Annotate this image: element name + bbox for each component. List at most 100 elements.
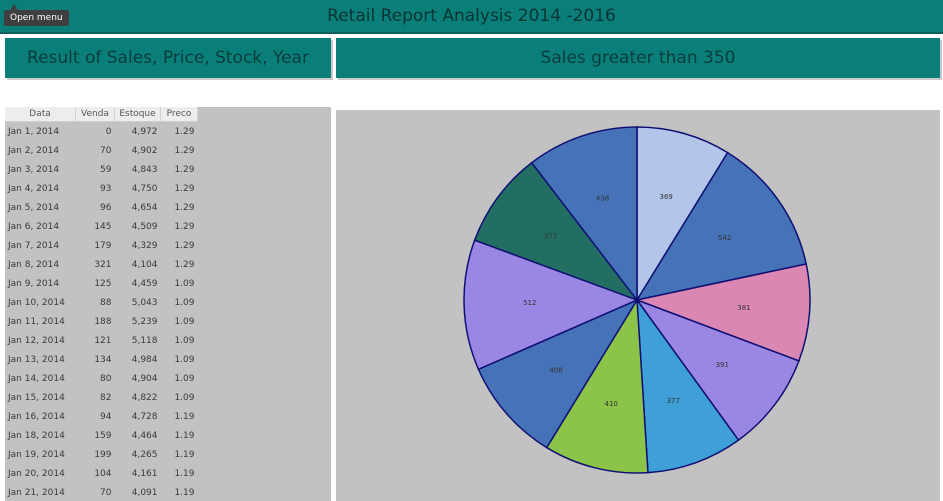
pie-chart-panel: 369 542 381 391 377 410 408 512 377 438 bbox=[336, 110, 940, 501]
cell-preco: 1.09 bbox=[174, 392, 195, 403]
column-header-estoque[interactable]: Estoque bbox=[114, 107, 161, 122]
cell-data: Jan 4, 2014 bbox=[8, 183, 60, 194]
cell-preco: 1.09 bbox=[174, 297, 195, 308]
column-header-venda[interactable]: Venda bbox=[75, 107, 115, 122]
cell-preco: 1.09 bbox=[174, 278, 195, 289]
cell-preco: 1.09 bbox=[174, 316, 195, 327]
cell-estoque: 4,728 bbox=[131, 411, 158, 422]
pie-slice-label: 542 bbox=[718, 234, 731, 242]
pie-slice-label: 391 bbox=[716, 361, 729, 369]
cell-estoque: 5,118 bbox=[131, 335, 158, 346]
cell-estoque: 4,904 bbox=[131, 373, 158, 384]
pie-slice[interactable] bbox=[635, 151, 808, 302]
cell-data: Jan 19, 2014 bbox=[8, 449, 65, 460]
cell-estoque: 4,972 bbox=[131, 126, 158, 137]
pie-slice-label: 438 bbox=[596, 194, 609, 202]
cell-data: Jan 7, 2014 bbox=[8, 240, 60, 251]
cell-venda: 70 bbox=[100, 145, 112, 156]
cell-venda: 145 bbox=[94, 221, 112, 232]
cell-data: Jan 2, 2014 bbox=[8, 145, 60, 156]
cell-venda: 134 bbox=[94, 354, 112, 365]
pie-chart: 369 542 381 391 377 410 408 512 377 438 bbox=[463, 126, 811, 474]
table-row[interactable]: Jan 9, 2014 125 4,459 1.09 bbox=[5, 274, 198, 293]
cell-data: Jan 21, 2014 bbox=[8, 487, 65, 498]
cell-preco: 1.19 bbox=[174, 430, 195, 441]
cell-estoque: 4,104 bbox=[131, 259, 158, 270]
pie-slice-label: 408 bbox=[549, 366, 562, 374]
table-row[interactable]: Jan 5, 2014 96 4,654 1.29 bbox=[5, 198, 198, 217]
cell-venda: 104 bbox=[94, 468, 112, 479]
cell-data: Jan 9, 2014 bbox=[8, 278, 60, 289]
column-header-data[interactable]: Data bbox=[5, 107, 76, 122]
pie-slice-label: 377 bbox=[667, 397, 680, 405]
open-menu-button[interactable]: Open menu bbox=[4, 10, 69, 26]
pie-slice[interactable] bbox=[634, 298, 800, 442]
cell-estoque: 4,459 bbox=[131, 278, 158, 289]
right-panel-title: Sales greater than 350 bbox=[336, 38, 940, 78]
cell-data: Jan 13, 2014 bbox=[8, 354, 65, 365]
cell-venda: 121 bbox=[94, 335, 112, 346]
table-row[interactable]: Jan 2, 2014 70 4,902 1.29 bbox=[5, 141, 198, 160]
cell-preco: 1.09 bbox=[174, 373, 195, 384]
cell-data: Jan 3, 2014 bbox=[8, 164, 60, 175]
table-row[interactable]: Jan 7, 2014 179 4,329 1.29 bbox=[5, 236, 198, 255]
table-row[interactable]: Jan 3, 2014 59 4,843 1.29 bbox=[5, 160, 198, 179]
cell-preco: 1.09 bbox=[174, 335, 195, 346]
table-row[interactable]: Jan 14, 2014 80 4,904 1.09 bbox=[5, 369, 198, 388]
cell-data: Jan 12, 2014 bbox=[8, 335, 65, 346]
cell-estoque: 4,091 bbox=[131, 487, 158, 498]
cell-estoque: 4,161 bbox=[131, 468, 158, 479]
pie-slice[interactable] bbox=[530, 126, 638, 303]
cell-venda: 94 bbox=[100, 411, 112, 422]
cell-venda: 179 bbox=[94, 240, 112, 251]
cell-estoque: 4,509 bbox=[131, 221, 158, 232]
table-header-row: Data Venda Estoque Preco bbox=[5, 107, 198, 122]
table-row[interactable]: Jan 6, 2014 145 4,509 1.29 bbox=[5, 217, 198, 236]
cell-venda: 88 bbox=[100, 297, 112, 308]
table-row[interactable]: Jan 12, 2014 121 5,118 1.09 bbox=[5, 331, 198, 350]
app-title: Retail Report Analysis 2014 -2016 bbox=[327, 6, 616, 26]
pie-slice[interactable] bbox=[463, 239, 640, 371]
pie-slice-label: 377 bbox=[544, 232, 557, 240]
table-row[interactable]: Jan 16, 2014 94 4,728 1.19 bbox=[5, 407, 198, 426]
table-row[interactable]: Jan 19, 2014 199 4,265 1.19 bbox=[5, 445, 198, 464]
table-row[interactable]: Jan 13, 2014 134 4,984 1.09 bbox=[5, 350, 198, 369]
pie-slice[interactable] bbox=[477, 298, 639, 449]
left-panel-title: Result of Sales, Price, Stock, Year bbox=[5, 38, 331, 78]
pie-slice[interactable] bbox=[545, 297, 649, 474]
pie-slice[interactable] bbox=[473, 161, 640, 302]
pie-slice[interactable] bbox=[636, 126, 729, 303]
cell-venda: 199 bbox=[94, 449, 112, 460]
cell-data: Jan 6, 2014 bbox=[8, 221, 60, 232]
cell-preco: 1.19 bbox=[174, 411, 195, 422]
cell-estoque: 4,464 bbox=[131, 430, 158, 441]
table-row[interactable]: Jan 4, 2014 93 4,750 1.29 bbox=[5, 179, 198, 198]
cell-estoque: 4,843 bbox=[131, 164, 158, 175]
cell-preco: 1.19 bbox=[174, 468, 195, 479]
table-row[interactable]: Jan 8, 2014 321 4,104 1.29 bbox=[5, 255, 198, 274]
cell-data: Jan 15, 2014 bbox=[8, 392, 65, 403]
column-header-preco[interactable]: Preco bbox=[160, 107, 198, 122]
pie-slice[interactable] bbox=[636, 297, 740, 474]
cell-estoque: 5,239 bbox=[131, 316, 158, 327]
cell-data: Jan 5, 2014 bbox=[8, 202, 60, 213]
cell-estoque: 4,822 bbox=[131, 392, 158, 403]
table-row[interactable]: Jan 18, 2014 159 4,464 1.19 bbox=[5, 426, 198, 445]
cell-estoque: 4,750 bbox=[131, 183, 158, 194]
table-row[interactable]: Jan 20, 2014 104 4,161 1.19 bbox=[5, 464, 198, 483]
cell-estoque: 4,329 bbox=[131, 240, 158, 251]
table-row[interactable]: Jan 11, 2014 188 5,239 1.09 bbox=[5, 312, 198, 331]
table-row[interactable]: Jan 10, 2014 88 5,043 1.09 bbox=[5, 293, 198, 312]
pie-slice[interactable] bbox=[634, 263, 811, 362]
table-row[interactable]: Jan 1, 2014 0 4,972 1.29 bbox=[5, 122, 198, 142]
table-row[interactable]: Jan 21, 2014 70 4,091 1.19 bbox=[5, 483, 198, 501]
cell-data: Jan 20, 2014 bbox=[8, 468, 65, 479]
cell-venda: 188 bbox=[94, 316, 112, 327]
cell-data: Jan 1, 2014 bbox=[8, 126, 60, 137]
pie-slice-label: 381 bbox=[737, 304, 750, 312]
cell-venda: 93 bbox=[100, 183, 112, 194]
table-row[interactable]: Jan 15, 2014 82 4,822 1.09 bbox=[5, 388, 198, 407]
pie-slice-label: 512 bbox=[523, 299, 536, 307]
cell-venda: 70 bbox=[100, 487, 112, 498]
cell-data: Jan 11, 2014 bbox=[8, 316, 65, 327]
